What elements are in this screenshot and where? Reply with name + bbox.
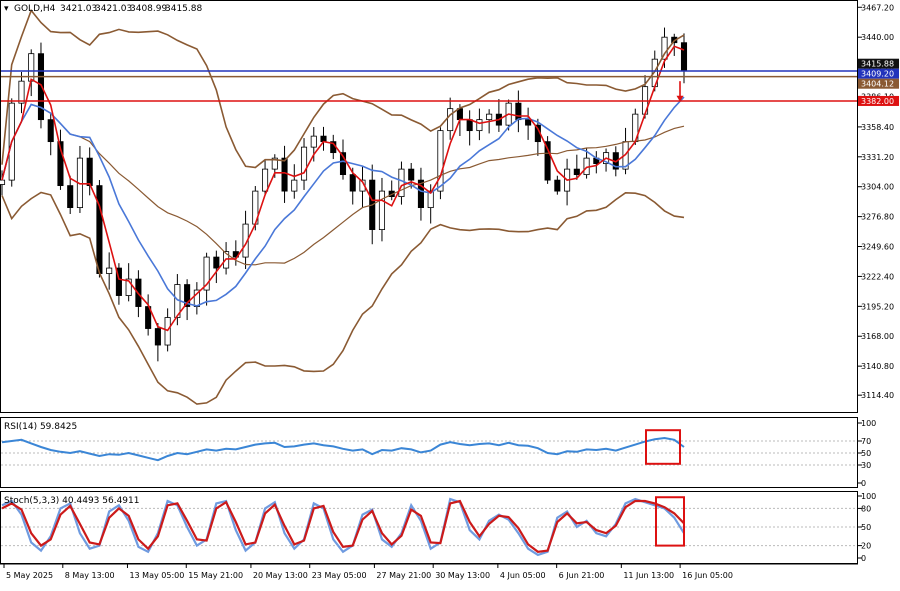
x-tick-label: 20 May 13:00 (253, 571, 308, 580)
candle (291, 164, 298, 199)
x-tick-label: 15 May 21:00 (188, 571, 243, 580)
candle (573, 154, 580, 180)
x-tick-label: 30 May 13:00 (435, 571, 490, 580)
x-tick-label: 23 May 05:00 (312, 571, 367, 580)
candle (154, 322, 161, 362)
y-tick-label: 3140.80 (861, 362, 894, 371)
candle (417, 167, 424, 221)
ohlc-high: 3421.03 (95, 4, 132, 14)
candle (525, 107, 532, 140)
y-tick-label: 3358.40 (861, 123, 894, 132)
y-tick-label: 3195.20 (861, 302, 894, 311)
price-tag: 3409.20 (858, 68, 899, 79)
y-tick-label: 3467.20 (861, 3, 894, 12)
svg-text:3404.12: 3404.12 (861, 80, 894, 89)
ma-slow (1, 96, 685, 307)
stoch-tick-label: 20 (861, 542, 871, 551)
ohlc-open: 3421.03 (60, 4, 97, 14)
candle (67, 175, 74, 214)
candle (262, 159, 269, 196)
x-tick-label: 16 Jun 05:00 (682, 571, 733, 580)
candle (398, 161, 405, 205)
x-tick-label: 4 Jun 05:00 (500, 571, 546, 580)
y-tick-label: 3440.00 (861, 33, 894, 42)
stoch-tick-label: 0 (861, 554, 866, 563)
bollinger-upper (1, 8, 685, 169)
y-tick-label: 3222.40 (861, 272, 894, 281)
candle (427, 184, 434, 224)
svg-text:3415.88: 3415.88 (861, 60, 894, 69)
candle (106, 252, 113, 290)
price-tag: 3404.12 (858, 78, 899, 89)
candle (544, 136, 551, 184)
down-arrow-icon (676, 81, 684, 102)
candle (680, 33, 688, 84)
rsi-highlight-box (645, 429, 681, 465)
candle (213, 250, 220, 284)
rsi-tick-label: 50 (861, 449, 871, 458)
candle (47, 112, 54, 156)
rsi-tick-label: 70 (861, 437, 871, 446)
y-tick-label: 3276.80 (861, 213, 894, 222)
candle (184, 279, 191, 321)
bollinger-lower (1, 191, 685, 405)
candle (339, 139, 347, 180)
stoch-tick-label: 50 (861, 523, 871, 532)
candle (96, 179, 103, 278)
rsi-title: RSI(14) 59.8425 (4, 422, 77, 432)
symbol-title: GOLD,H4 (14, 4, 56, 14)
candle (437, 127, 444, 200)
y-tick-label: 3168.00 (861, 332, 894, 341)
y-tick-label: 3304.00 (861, 183, 894, 192)
price-tag: 3415.88 (858, 58, 899, 69)
rsi-tick-label: 0 (861, 479, 866, 488)
x-tick-label: 27 May 21:00 (376, 571, 431, 580)
candle (18, 72, 25, 114)
rsi-tick-label: 100 (861, 419, 876, 428)
y-tick-label: 3249.60 (861, 243, 894, 252)
stoch-plot (1, 496, 857, 557)
rsi-line (1, 436, 685, 462)
rsi-plot (1, 429, 857, 466)
price-tag: 3382.00 (858, 95, 899, 106)
y-tick-label: 3331.20 (861, 153, 894, 162)
candle (476, 108, 483, 141)
stoch-highlight-box (655, 496, 685, 547)
candle (554, 175, 561, 195)
dropdown-arrow-icon[interactable]: ▾ (4, 4, 9, 14)
candle (203, 252, 210, 306)
candle (300, 138, 308, 190)
svg-text:3409.20: 3409.20 (861, 70, 894, 79)
stoch-tick-label: 100 (861, 492, 876, 501)
candle (57, 129, 64, 190)
x-tick-label: 13 May 05:00 (129, 571, 184, 580)
stoch-signal-line (1, 499, 685, 553)
x-tick-label: 8 May 13:00 (65, 571, 115, 580)
candle (115, 263, 122, 305)
y-tick-label: 3114.40 (861, 391, 894, 400)
candle (125, 263, 132, 302)
x-tick-label: 6 Jun 21:00 (559, 571, 605, 580)
ma-fast (1, 45, 685, 332)
rsi-tick-label: 30 (861, 461, 871, 470)
main-plot (0, 8, 857, 405)
x-tick-label: 11 Jun 13:00 (623, 571, 674, 580)
axes: 3467.203440.003413.103386.103358.403331.… (0, 3, 899, 580)
candle (447, 97, 454, 140)
ohlc-close: 3415.88 (165, 4, 202, 14)
stoch-tick-label: 80 (861, 504, 871, 513)
bollinger-mid (1, 103, 685, 266)
ohlc-low: 3408.99 (130, 4, 167, 14)
candle (378, 177, 386, 242)
x-tick-label: 5 May 2025 (6, 571, 53, 580)
svg-text:3382.00: 3382.00 (861, 97, 894, 106)
candle (0, 170, 6, 196)
stoch-title: Stoch(5,3,3) 40.4493 56.4911 (4, 496, 139, 506)
